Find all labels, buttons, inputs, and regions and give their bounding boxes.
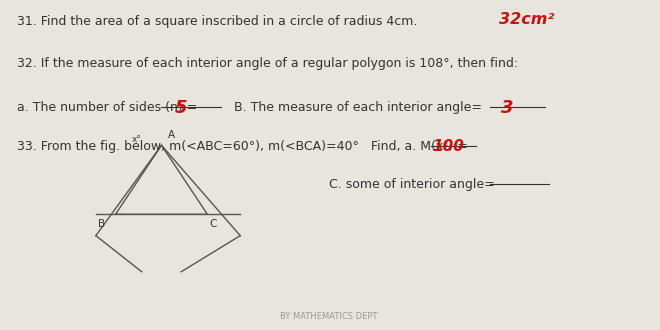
Text: 32cm²: 32cm² (500, 12, 555, 27)
Text: B: B (98, 219, 105, 229)
Text: A: A (168, 130, 175, 140)
Text: 33. From the fig. below, m(<ABC=60°), m(<BCA)=40°   Find, a. M(x²) =: 33. From the fig. below, m(<ABC=60°), m(… (17, 140, 468, 153)
Text: BY MATHEMATICS DEPT: BY MATHEMATICS DEPT (280, 312, 378, 321)
Text: a. The number of sides (n) =: a. The number of sides (n) = (17, 101, 197, 114)
Text: C: C (209, 219, 216, 229)
Text: 31. Find the area of a square inscribed in a circle of radius 4cm.: 31. Find the area of a square inscribed … (17, 16, 418, 28)
Text: B. The measure of each interior angle=: B. The measure of each interior angle= (234, 101, 482, 114)
Text: x°: x° (132, 135, 142, 144)
Text: 3: 3 (501, 99, 513, 117)
Text: C. some of interior angle=: C. some of interior angle= (329, 178, 494, 191)
Text: 5: 5 (175, 99, 187, 117)
Text: 100: 100 (432, 139, 465, 154)
Text: 32. If the measure of each interior angle of a regular polygon is 108°, then fin: 32. If the measure of each interior angl… (17, 56, 518, 70)
